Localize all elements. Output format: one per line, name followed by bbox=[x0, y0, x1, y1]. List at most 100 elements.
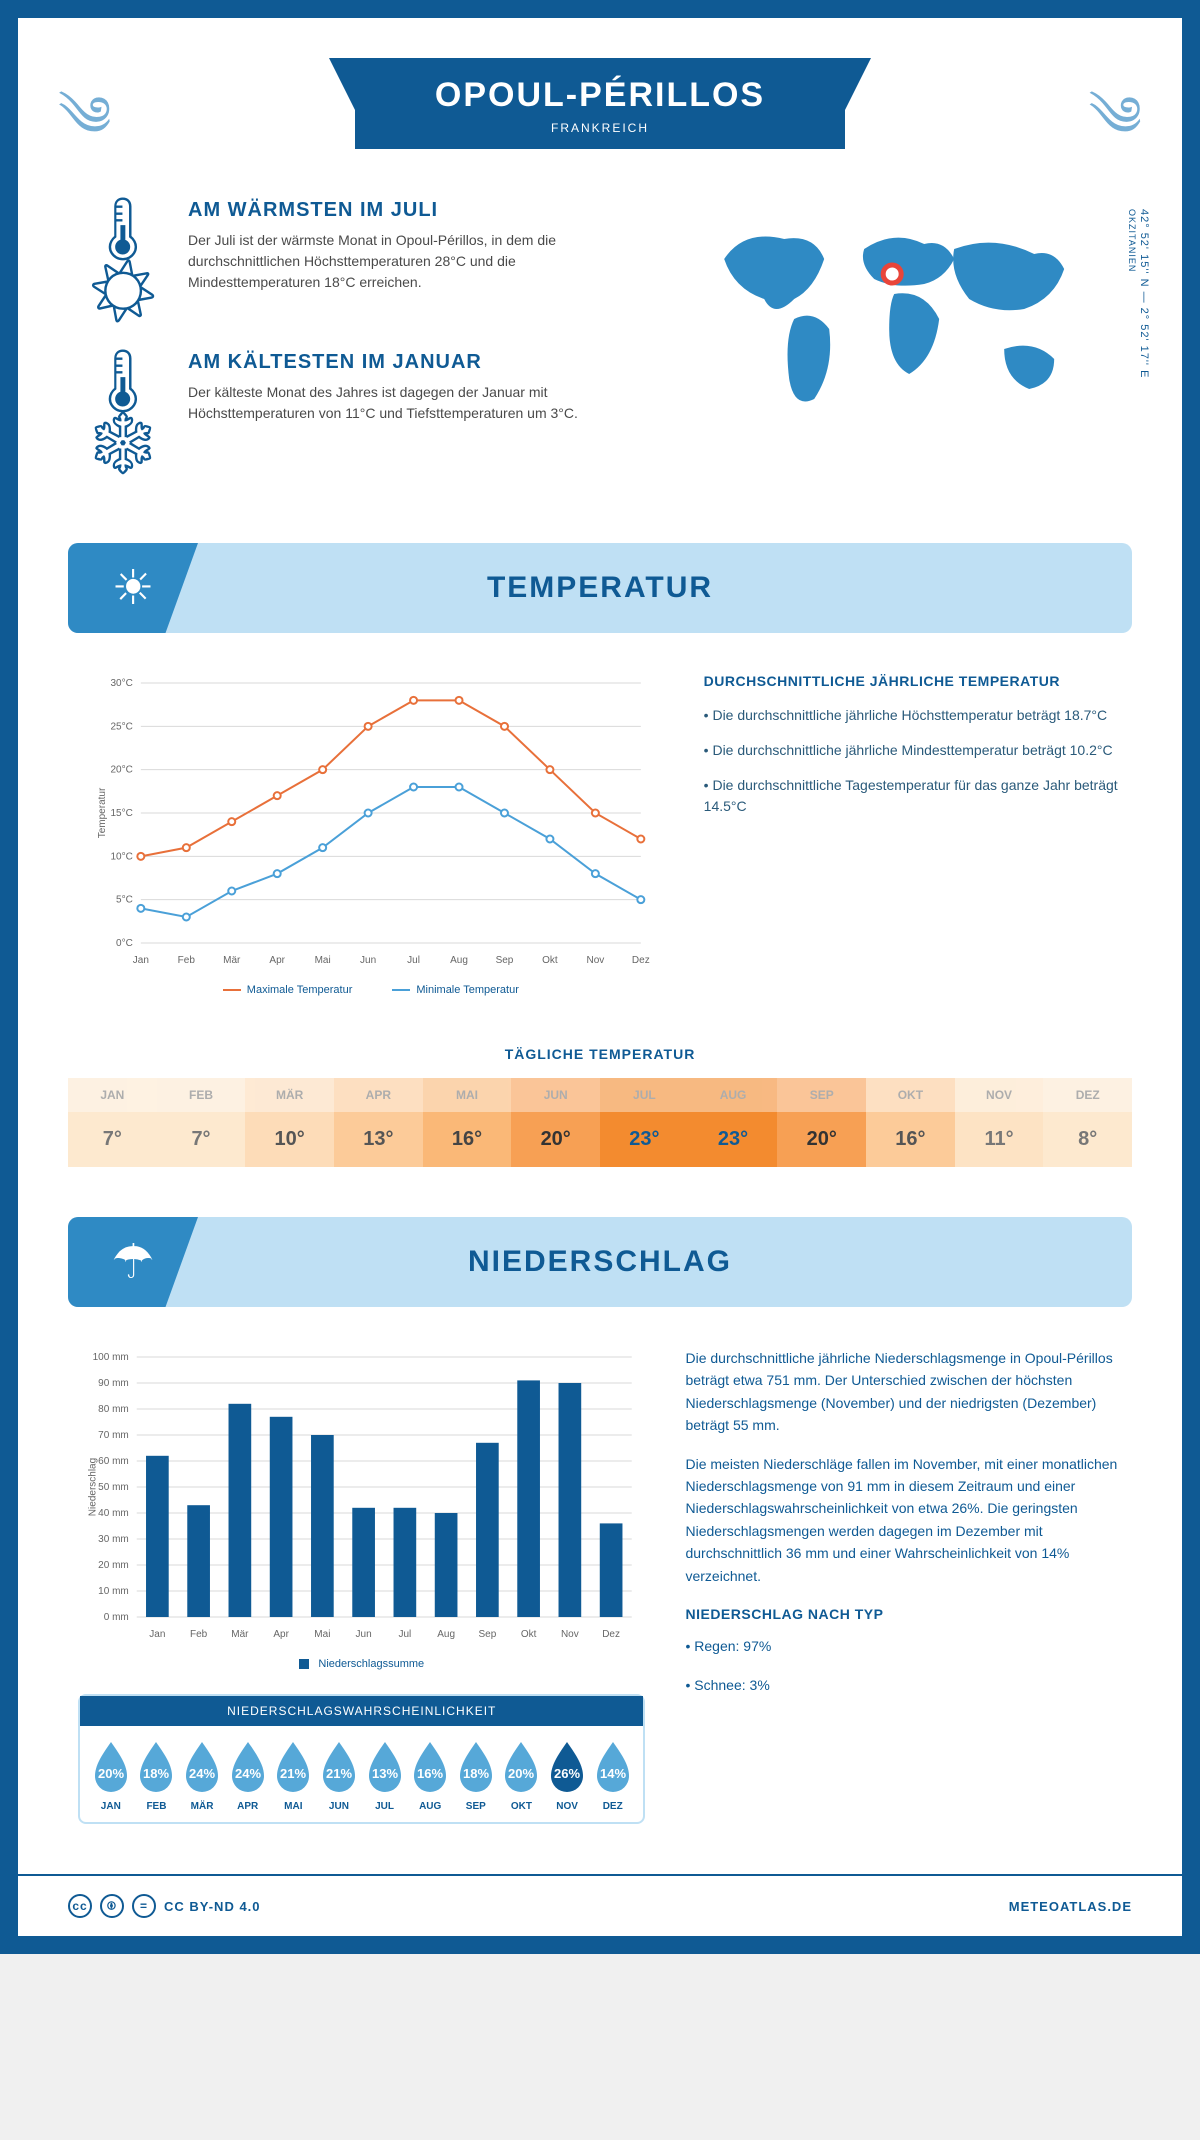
drop-item: 21%MAI bbox=[271, 1740, 317, 1812]
temperature-line-chart: 0°C5°C10°C15°C20°C25°C30°CJanFebMärAprMa… bbox=[78, 673, 664, 973]
precip-type-bullet: • Regen: 97% bbox=[685, 1635, 1122, 1657]
precipitation-summary: Die durchschnittliche jährliche Niedersc… bbox=[685, 1347, 1122, 1824]
thermometer-sun-icon: 🌡☀ bbox=[78, 199, 168, 323]
heat-cell: MÄR 10° bbox=[245, 1078, 334, 1167]
daily-temp-title: TÄGLICHE TEMPERATUR bbox=[18, 1046, 1182, 1062]
heat-cell: MAI 16° bbox=[423, 1078, 512, 1167]
facts-column: 🌡☀ AM WÄRMSTEN IM JULI Der Juli ist der … bbox=[78, 199, 626, 503]
svg-text:40 mm: 40 mm bbox=[98, 1508, 129, 1519]
fact-title: AM WÄRMSTEN IM JULI bbox=[188, 199, 626, 222]
svg-text:Sep: Sep bbox=[496, 955, 514, 966]
svg-text:Dez: Dez bbox=[632, 955, 650, 966]
svg-text:18%: 18% bbox=[463, 1766, 489, 1781]
svg-text:0°C: 0°C bbox=[116, 938, 133, 949]
heat-cell: FEB 7° bbox=[157, 1078, 246, 1167]
svg-text:Dez: Dez bbox=[602, 1629, 620, 1640]
title-banner: OPOUL-PÉRILLOS FRANKREICH bbox=[355, 58, 845, 149]
summary-title: DURCHSCHNITTLICHE JÄHRLICHE TEMPERATUR bbox=[704, 673, 1122, 689]
legend-label: Niederschlagssumme bbox=[318, 1658, 424, 1670]
section-title: NIEDERSCHLAG bbox=[468, 1245, 732, 1279]
svg-text:21%: 21% bbox=[280, 1766, 306, 1781]
umbrella-icon: ☂ bbox=[68, 1217, 198, 1307]
svg-text:14%: 14% bbox=[600, 1766, 626, 1781]
drop-item: 24%MÄR bbox=[179, 1740, 225, 1812]
precipitation-body: 0 mm10 mm20 mm30 mm40 mm50 mm60 mm70 mm8… bbox=[18, 1307, 1182, 1854]
wind-icon: ༄ bbox=[58, 54, 111, 212]
location-marker bbox=[883, 265, 901, 283]
summary-bullet: • Die durchschnittliche Tagestemperatur … bbox=[704, 775, 1122, 817]
fact-text: Der Juli ist der wärmste Monat in Opoul-… bbox=[188, 230, 626, 293]
wind-icon: ༄ bbox=[1089, 54, 1142, 212]
precip-type-title: NIEDERSCHLAG NACH TYP bbox=[685, 1603, 1122, 1625]
svg-text:Mai: Mai bbox=[315, 955, 331, 966]
drops-title: NIEDERSCHLAGSWAHRSCHEINLICHKEIT bbox=[80, 1696, 643, 1726]
svg-text:30°C: 30°C bbox=[110, 678, 132, 689]
legend-item: Maximale Temperatur bbox=[223, 984, 353, 996]
drop-item: 14%DEZ bbox=[590, 1740, 636, 1812]
heat-cell: AUG 23° bbox=[689, 1078, 778, 1167]
fact-text: Der kälteste Monat des Jahres ist dagege… bbox=[188, 382, 626, 424]
temperature-banner: ☀ TEMPERATUR bbox=[68, 543, 1132, 633]
svg-text:Mär: Mär bbox=[231, 1629, 249, 1640]
heat-cell: OKT 16° bbox=[866, 1078, 955, 1167]
summary-bullet: • Die durchschnittliche jährliche Höchst… bbox=[704, 705, 1122, 726]
svg-text:15°C: 15°C bbox=[110, 808, 132, 819]
svg-text:5°C: 5°C bbox=[116, 895, 133, 906]
heat-cell: DEZ 8° bbox=[1043, 1078, 1132, 1167]
svg-text:16%: 16% bbox=[417, 1766, 443, 1781]
legend-label: Minimale Temperatur bbox=[416, 984, 519, 996]
svg-text:20%: 20% bbox=[98, 1766, 124, 1781]
drop-item: 21%JUN bbox=[316, 1740, 362, 1812]
site-credit: METEOATLAS.DE bbox=[1009, 1899, 1132, 1914]
intro-section: 🌡☀ AM WÄRMSTEN IM JULI Der Juli ist der … bbox=[18, 179, 1182, 543]
coordinates: 42° 52' 15'' N — 2° 52' 17'' E OKZITANIE… bbox=[1126, 209, 1150, 378]
heat-cell: JUN 20° bbox=[511, 1078, 600, 1167]
svg-text:21%: 21% bbox=[326, 1766, 352, 1781]
precipitation-left: 0 mm10 mm20 mm30 mm40 mm50 mm60 mm70 mm8… bbox=[78, 1347, 645, 1824]
svg-text:Aug: Aug bbox=[450, 955, 468, 966]
temperature-chart-wrap: 0°C5°C10°C15°C20°C25°C30°CJanFebMärAprMa… bbox=[78, 673, 664, 996]
daily-temp-heatmap: JAN 7°FEB 7°MÄR 10°APR 13°MAI 16°JUN 20°… bbox=[68, 1078, 1132, 1167]
precip-paragraph: Die durchschnittliche jährliche Niedersc… bbox=[685, 1347, 1122, 1437]
heat-cell: NOV 11° bbox=[955, 1078, 1044, 1167]
svg-text:20°C: 20°C bbox=[110, 765, 132, 776]
drop-item: 18%SEP bbox=[453, 1740, 499, 1812]
chart-legend: Niederschlagssumme bbox=[78, 1658, 645, 1670]
svg-text:Okt: Okt bbox=[521, 1629, 537, 1640]
svg-text:Mär: Mär bbox=[223, 955, 241, 966]
temperature-body: 0°C5°C10°C15°C20°C25°C30°CJanFebMärAprMa… bbox=[18, 633, 1182, 1016]
svg-text:80 mm: 80 mm bbox=[98, 1404, 129, 1415]
heat-cell: APR 13° bbox=[334, 1078, 423, 1167]
svg-text:Sep: Sep bbox=[478, 1629, 496, 1640]
summary-bullet: • Die durchschnittliche jährliche Mindes… bbox=[704, 740, 1122, 761]
legend-item: Niederschlagssumme bbox=[299, 1658, 424, 1670]
svg-text:Feb: Feb bbox=[190, 1629, 208, 1640]
svg-text:0 mm: 0 mm bbox=[104, 1612, 129, 1623]
svg-text:Okt: Okt bbox=[542, 955, 558, 966]
svg-text:90 mm: 90 mm bbox=[98, 1378, 129, 1389]
svg-text:25°C: 25°C bbox=[110, 721, 132, 732]
chart-legend: Maximale Temperatur Minimale Temperatur bbox=[78, 984, 664, 996]
svg-text:Jun: Jun bbox=[360, 955, 376, 966]
svg-text:Niederschlag: Niederschlag bbox=[88, 1458, 99, 1516]
fact-title: AM KÄLTESTEN IM JANUAR bbox=[188, 351, 626, 374]
svg-text:13%: 13% bbox=[372, 1766, 398, 1781]
by-icon: 🅯 bbox=[100, 1894, 124, 1918]
drop-item: 26%NOV bbox=[544, 1740, 590, 1812]
svg-text:Aug: Aug bbox=[437, 1629, 455, 1640]
warmest-fact: 🌡☀ AM WÄRMSTEN IM JULI Der Juli ist der … bbox=[78, 199, 626, 323]
svg-text:Jun: Jun bbox=[356, 1629, 372, 1640]
license-text: CC BY-ND 4.0 bbox=[164, 1899, 261, 1914]
svg-text:Nov: Nov bbox=[586, 955, 604, 966]
svg-text:60 mm: 60 mm bbox=[98, 1456, 129, 1467]
drops-row: 20%JAN18%FEB24%MÄR24%APR21%MAI21%JUN13%J… bbox=[80, 1726, 643, 1822]
svg-text:30 mm: 30 mm bbox=[98, 1534, 129, 1545]
svg-text:100 mm: 100 mm bbox=[93, 1352, 129, 1363]
license-block: cc 🅯 = CC BY-ND 4.0 bbox=[68, 1894, 261, 1918]
svg-text:50 mm: 50 mm bbox=[98, 1482, 129, 1493]
drop-item: 20%OKT bbox=[499, 1740, 545, 1812]
svg-text:Nov: Nov bbox=[561, 1629, 579, 1640]
heat-cell: SEP 20° bbox=[777, 1078, 866, 1167]
svg-text:24%: 24% bbox=[189, 1766, 215, 1781]
svg-text:Temperatur: Temperatur bbox=[97, 787, 108, 838]
